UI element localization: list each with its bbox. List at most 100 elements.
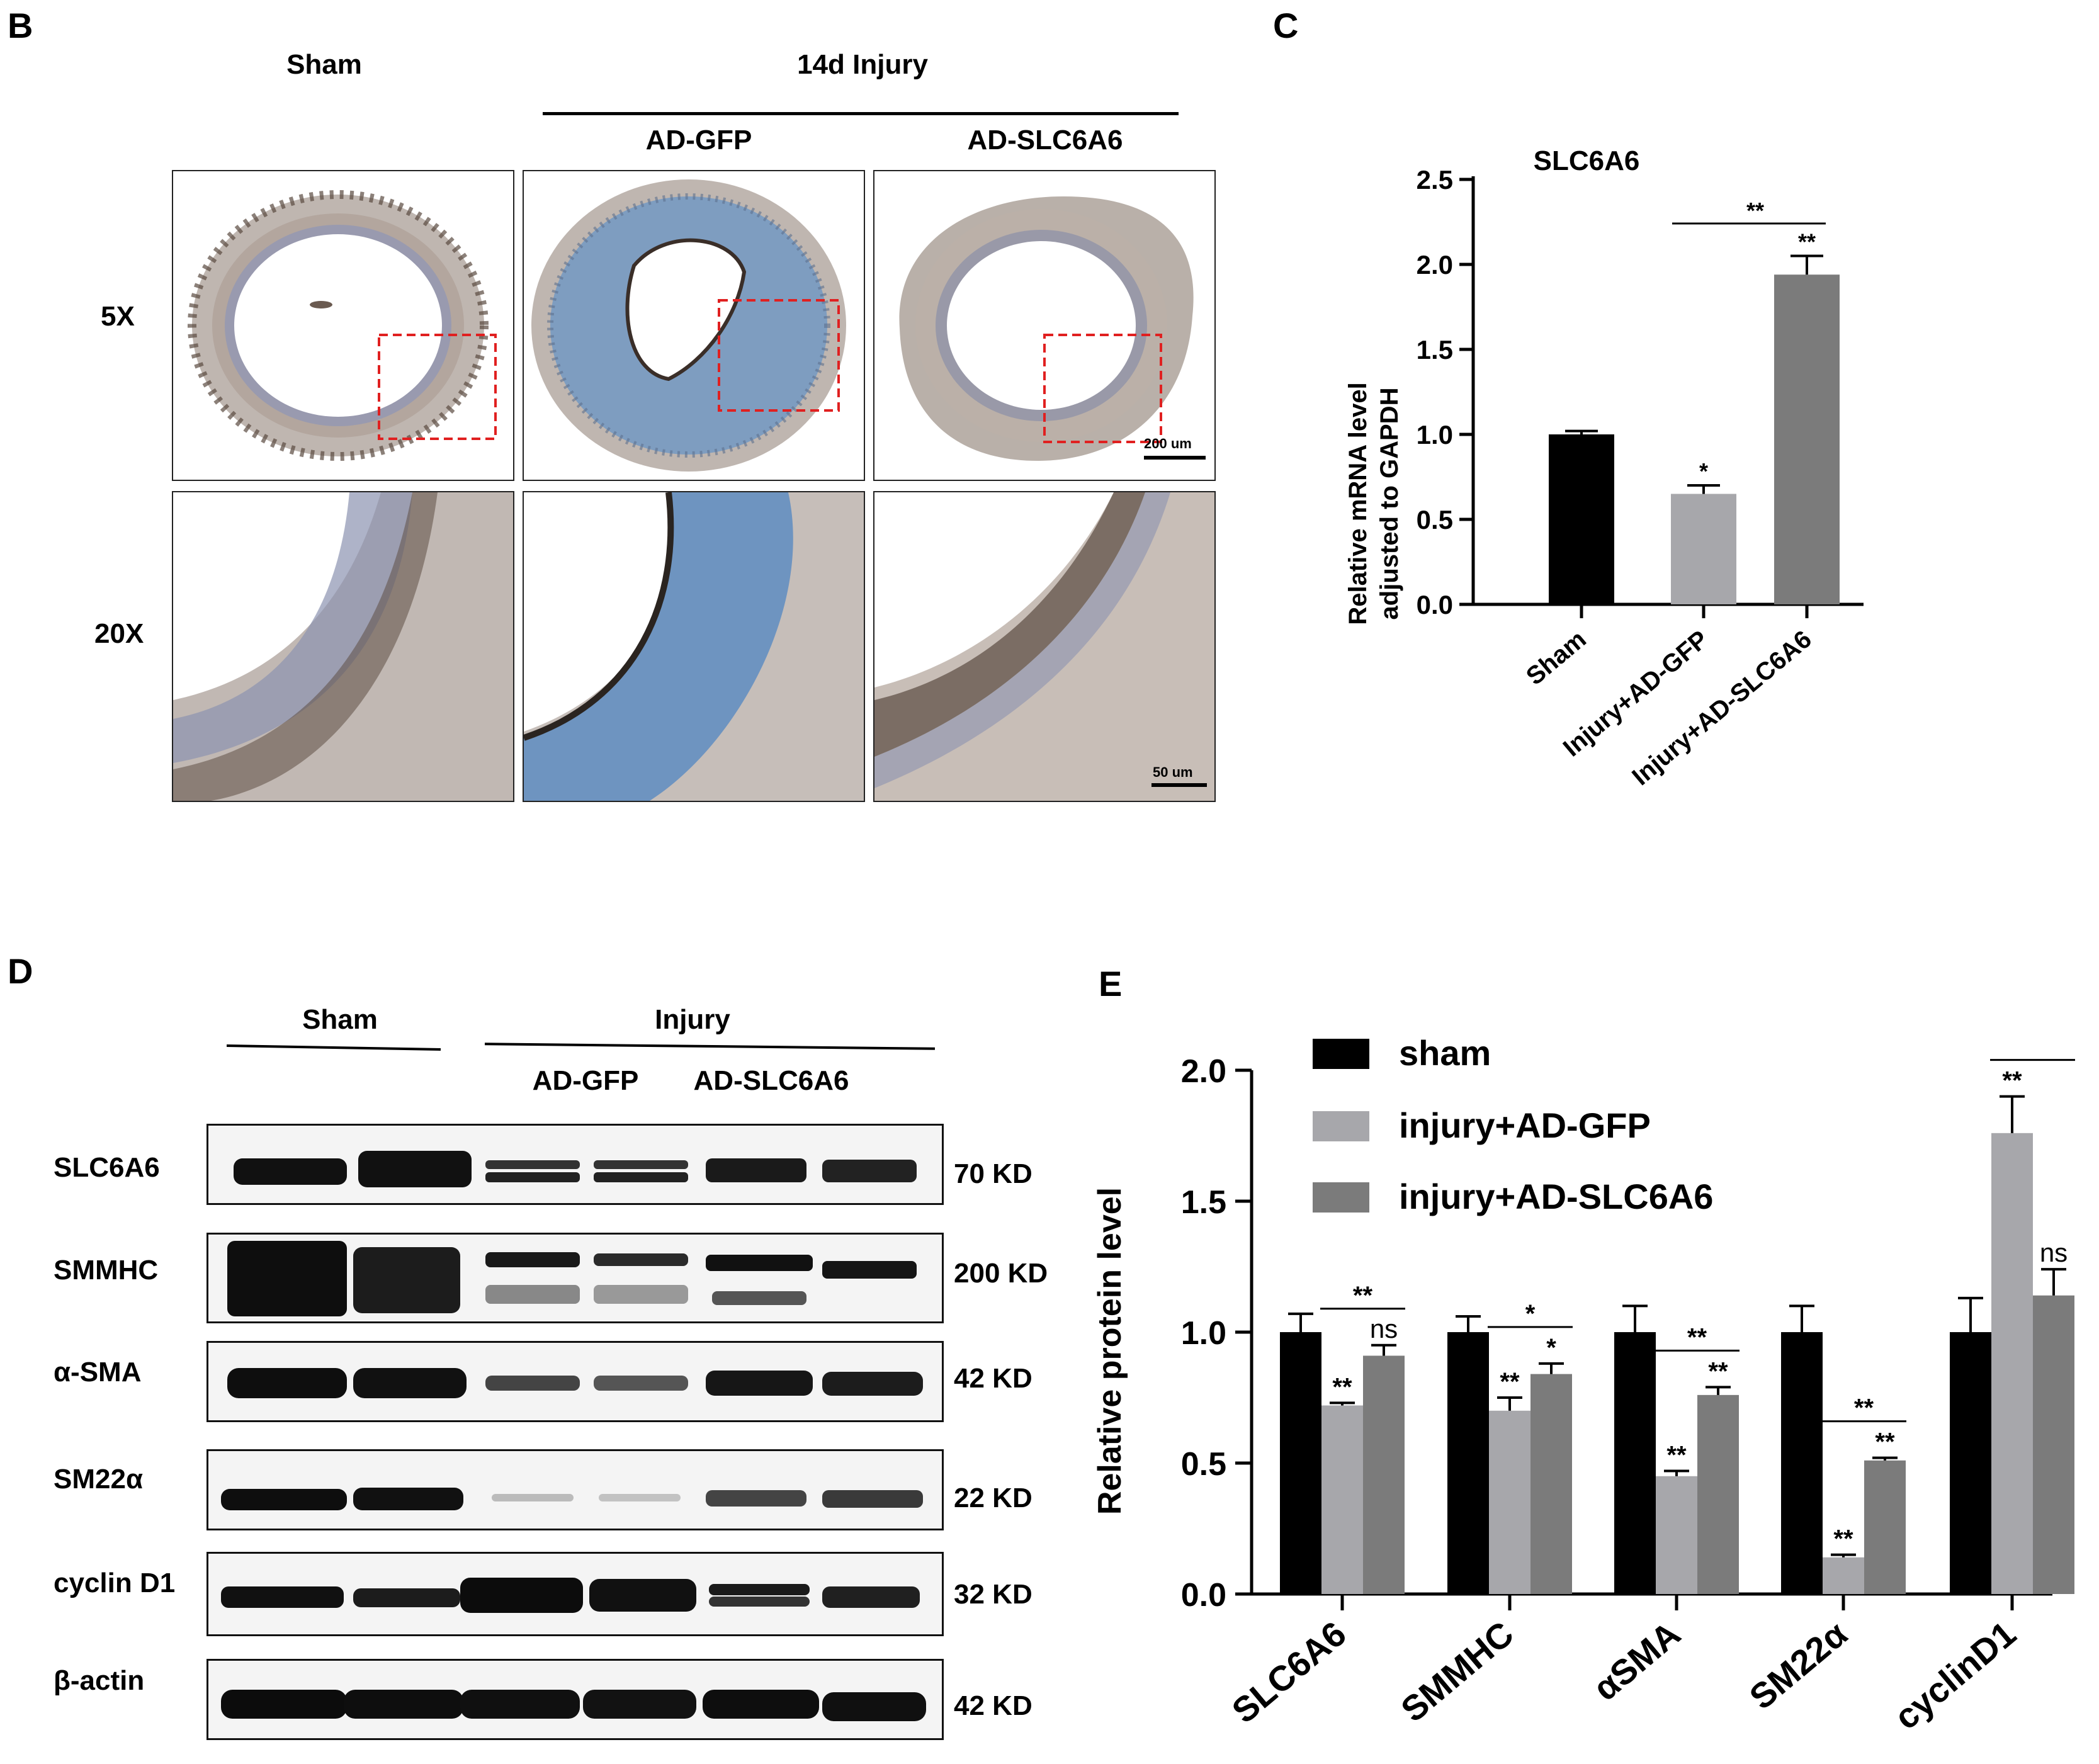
legend-label-slc6a6: injury+AD-SLC6A6: [1399, 1177, 1714, 1216]
significance-bracket-label: *: [1525, 1300, 1536, 1328]
ad-slc6a6-header: AD-SLC6A6: [967, 125, 1123, 155]
y-axis-label: Relative protein level: [1092, 1187, 1128, 1515]
bar: [1950, 1332, 1991, 1594]
bar: [1774, 274, 1840, 604]
wb-kd-label: 200 KD: [954, 1258, 1048, 1289]
panel-c-label: C: [1273, 6, 1299, 45]
significance-label: **: [1875, 1428, 1895, 1456]
roi-box: [718, 299, 840, 412]
bar: [1321, 1405, 1363, 1594]
scale-label-5x: 200 um: [1144, 436, 1192, 451]
significance-label: ns: [1370, 1314, 1398, 1343]
wb-kd-label: 32 KD: [954, 1579, 1033, 1610]
wb-sham-line: [226, 1044, 441, 1051]
significance-label: **: [1798, 229, 1816, 255]
bar: [2033, 1295, 2074, 1594]
wb-sham-header: Sham: [302, 1004, 378, 1035]
significance-label: **: [1666, 1441, 1687, 1469]
bar: [1656, 1476, 1697, 1594]
chart-title: SLC6A6: [1534, 145, 1640, 176]
significance-bracket-label: **: [1854, 1394, 1874, 1422]
significance-bracket-label: **: [1687, 1323, 1707, 1351]
significance-bracket-label: **: [1353, 1282, 1373, 1309]
panel-e-label: E: [1099, 964, 1123, 1004]
wb-row-label: SLC6A6: [54, 1152, 160, 1183]
legend-swatch-sham: [1313, 1039, 1369, 1069]
bar: [1447, 1332, 1489, 1594]
y-tick-label: 1.5: [1181, 1184, 1226, 1221]
wb-kd-label: 70 KD: [954, 1158, 1033, 1189]
bar: [1614, 1332, 1656, 1594]
bar: [1280, 1332, 1321, 1594]
legend-label-sham: sham: [1399, 1033, 1491, 1073]
bar: [1823, 1557, 1864, 1594]
significance-label: **: [1833, 1525, 1853, 1553]
x-tick-label: αSMA: [1586, 1614, 1688, 1708]
micrograph-sham-20x: [172, 491, 514, 802]
bar: [1489, 1410, 1530, 1594]
y-axis-label: Relative mRNA level: [1344, 382, 1372, 625]
wb-kd-label: 42 KD: [954, 1363, 1033, 1394]
significance-label: **: [1500, 1368, 1520, 1396]
blot-smmhc: [207, 1233, 944, 1323]
scale-label-20x: 50 um: [1153, 764, 1193, 780]
roi-box: [1043, 334, 1162, 443]
wb-ad-slc6a6-header: AD-SLC6A6: [693, 1065, 849, 1096]
y-tick-label: 0.5: [1417, 505, 1453, 534]
y-axis-label: adjusted to GAPDH: [1376, 388, 1403, 620]
x-tick-label: SMMHC: [1393, 1614, 1521, 1729]
y-tick-label: 1.5: [1417, 335, 1453, 365]
significance-label: ns: [2040, 1238, 2068, 1267]
wb-injury-line: [484, 1043, 936, 1050]
panel-b-label: B: [8, 6, 33, 45]
significance-label: *: [1699, 458, 1708, 484]
x-tick-label: Injury+AD-SLC6A6: [1627, 625, 1817, 791]
bar: [1781, 1332, 1823, 1594]
wb-kd-label: 22 KD: [954, 1483, 1033, 1513]
y-tick-label: 0.0: [1417, 590, 1453, 619]
bar: [1671, 494, 1736, 604]
blot-slc6a6: [207, 1124, 944, 1205]
wb-row-label: SMMHC: [54, 1255, 159, 1286]
significance-label: **: [1708, 1357, 1728, 1385]
wb-injury-header: Injury: [655, 1004, 730, 1035]
x-tick-label: SM22α: [1742, 1614, 1855, 1717]
blot-alpha-sma: [207, 1341, 944, 1422]
x-tick-label: SLC6A6: [1225, 1614, 1354, 1731]
panel-d-label: D: [8, 951, 33, 991]
bar: [1991, 1133, 2033, 1594]
y-tick-label: 0.5: [1181, 1446, 1226, 1483]
wb-row-label: α-SMA: [54, 1357, 142, 1388]
legend-label-gfp: injury+AD-GFP: [1399, 1105, 1651, 1145]
x-tick-label: Sham: [1521, 625, 1592, 691]
legend-swatch-gfp: [1313, 1111, 1369, 1141]
micrograph-gfp-20x: [523, 491, 865, 802]
x-tick-label: cyclinD1: [1887, 1614, 2023, 1737]
bar: [1697, 1394, 1739, 1594]
micrograph-slc6a6-5x: 200 um: [873, 170, 1216, 481]
micrograph-gfp-5x: [523, 170, 865, 481]
sham-header: Sham: [286, 49, 362, 80]
bar: [1363, 1355, 1405, 1594]
micrograph-sham-5x: [172, 170, 514, 481]
bar: [1530, 1374, 1572, 1594]
row-20x-label: 20X: [94, 618, 144, 649]
y-tick-label: 0.0: [1181, 1577, 1226, 1614]
blot-beta-actin: [207, 1659, 944, 1740]
scale-bar: [1151, 783, 1207, 787]
significance-bracket-label: **: [2023, 1058, 2043, 1061]
wb-row-label: cyclin D1: [54, 1568, 176, 1598]
y-tick-label: 2.0: [1181, 1058, 1226, 1090]
significance-label: **: [2002, 1067, 2022, 1095]
y-tick-label: 2.0: [1417, 250, 1453, 280]
y-tick-label: 1.0: [1417, 420, 1453, 449]
legend-swatch-slc6a6: [1313, 1182, 1369, 1213]
bar: [1864, 1460, 1906, 1594]
bar: [1549, 434, 1614, 604]
roi-box: [378, 334, 497, 440]
significance-label: *: [1546, 1334, 1556, 1362]
significance-bracket-label: **: [1746, 198, 1764, 223]
y-tick-label: 1.0: [1181, 1315, 1226, 1352]
blot-cyclin-d1: [207, 1552, 944, 1636]
